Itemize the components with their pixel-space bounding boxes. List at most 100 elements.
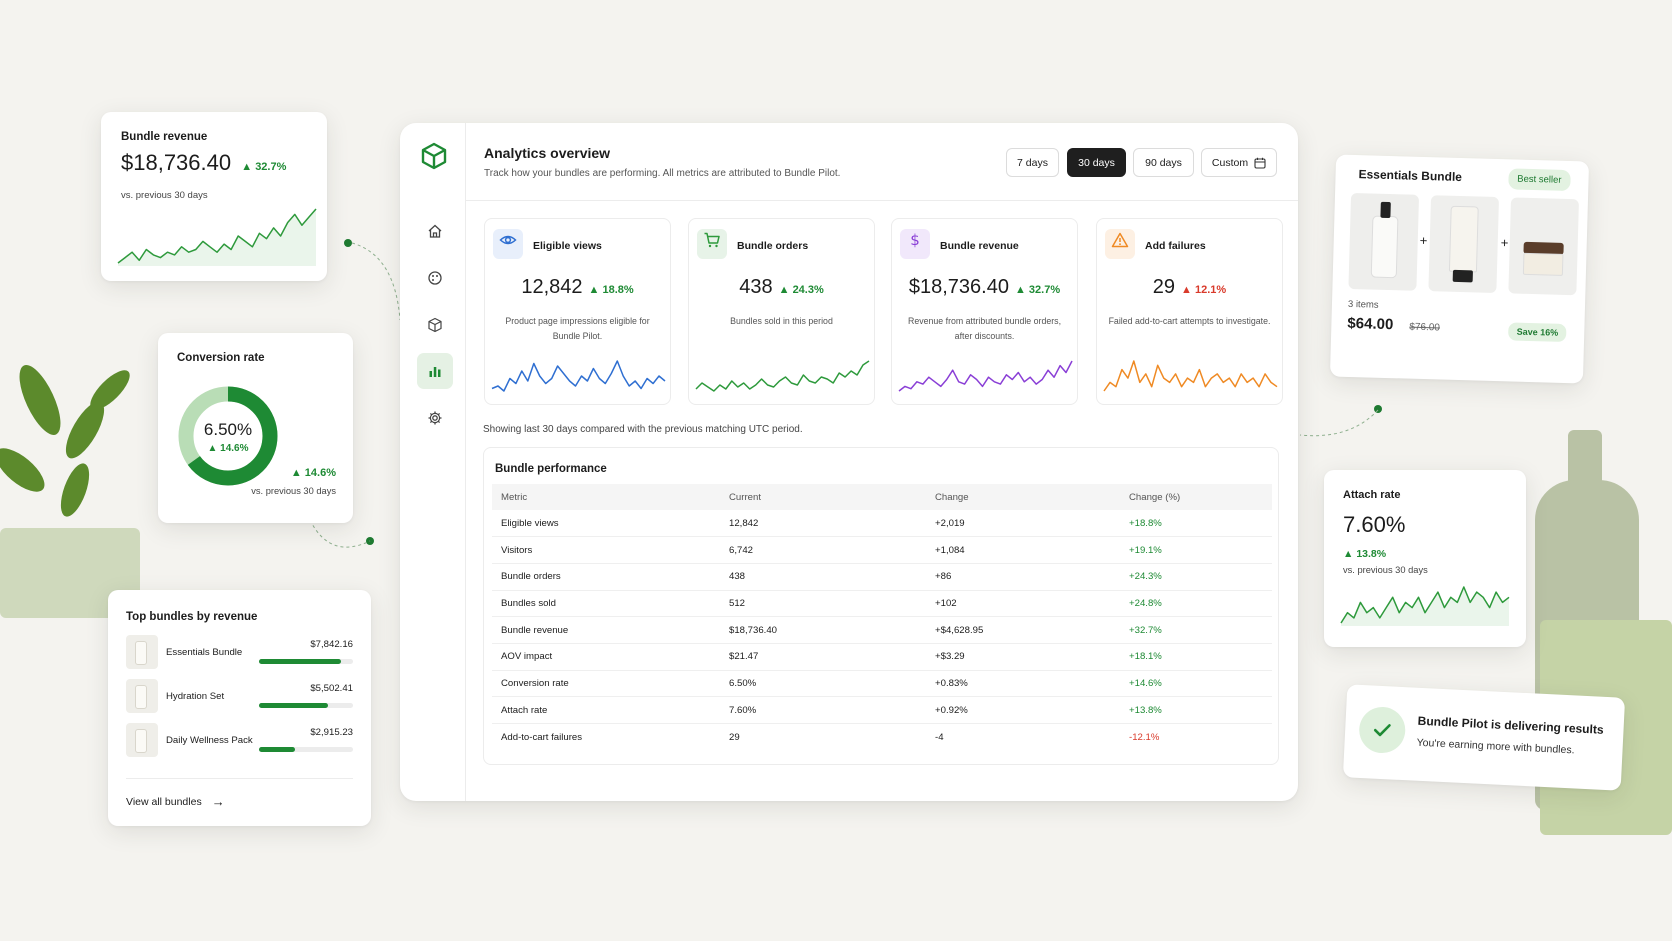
- nav-themes[interactable]: [417, 260, 453, 296]
- nav-settings[interactable]: [417, 400, 453, 436]
- bundle-revenue: $2,915.23: [310, 727, 353, 738]
- kpi-add-failures: Add failures 29 ▲ 12.1% Failed add-to-car…: [1096, 218, 1283, 405]
- card-change-value: 14.6%: [304, 467, 336, 479]
- change-cell: +$3.29: [926, 643, 1120, 671]
- revenue-bar-track: [259, 703, 353, 708]
- bundle-list-item[interactable]: Daily Wellness Pack $2,915.23: [126, 723, 353, 759]
- range-custom[interactable]: Custom: [1201, 148, 1277, 177]
- table-row: Bundles sold 512 +102 +24.8%: [492, 590, 1272, 618]
- nav-analytics[interactable]: [417, 353, 453, 389]
- kpi-value-row: 438 ▲ 24.3%: [689, 276, 874, 299]
- column-header[interactable]: Change: [926, 484, 1120, 510]
- column-header[interactable]: Change (%): [1120, 484, 1272, 510]
- kpi-label: Bundle revenue: [940, 240, 1019, 252]
- bundle-thumbnail: [126, 679, 158, 713]
- original-price: $76.00: [1409, 321, 1441, 334]
- kpi-icon-wrap: $: [900, 229, 930, 259]
- metric-cell: Add-to-cart failures: [501, 731, 583, 743]
- palette-icon: [428, 271, 442, 285]
- warning-icon: [1111, 232, 1129, 248]
- panel-title: Bundle performance: [495, 463, 607, 475]
- current-cell: 6,742: [720, 536, 926, 564]
- product-image-lotion: [1428, 195, 1500, 294]
- change-percent-cell: +18.1%: [1120, 643, 1272, 671]
- kpi-label: Bundle orders: [737, 240, 809, 252]
- dashboard-header: Analytics overview Track how your bundle…: [466, 123, 1298, 201]
- kpi-value: 29: [1152, 276, 1176, 298]
- kpi-value: $18,736.40: [908, 276, 1009, 298]
- nav-home[interactable]: [417, 213, 453, 249]
- side-rail: [400, 123, 466, 801]
- card-change: ▲ 32.7%: [241, 161, 287, 173]
- kpi-change-value: 32.7%: [1028, 284, 1061, 296]
- bundle-name: Essentials Bundle: [166, 647, 243, 658]
- bundle-title: Essentials Bundle: [1358, 167, 1463, 185]
- analytics-dashboard: Analytics overview Track how your bundle…: [400, 123, 1298, 801]
- cart-icon: [704, 232, 720, 248]
- serum-pump: [1380, 201, 1391, 219]
- table-row: Visitors 6,742 +1,084 +19.1%: [492, 536, 1272, 564]
- conversion-ring: [178, 386, 278, 486]
- plus-icon: +: [1419, 232, 1428, 249]
- bundle-performance-panel: Bundle performance Metric Current Change…: [483, 447, 1279, 765]
- plant-leaves: [0, 365, 130, 517]
- column-header[interactable]: Metric: [492, 484, 720, 510]
- change-percent-cell: +32.7%: [1120, 616, 1272, 644]
- toast-title: Bundle Pilot is delivering results: [1417, 713, 1604, 737]
- link-label: View all bundles: [126, 795, 202, 808]
- kpi-value-row: 12,842 ▲ 18.8%: [485, 276, 670, 299]
- home-icon: [428, 224, 442, 238]
- attach-rate-card: Attach rate 7.60% ▲ 13.8% vs. previous 3…: [1324, 470, 1526, 647]
- essentials-bundle-card[interactable]: Essentials Bundle Best seller + + 3 item…: [1329, 154, 1590, 384]
- bundle-thumbnail: [126, 723, 158, 757]
- range-90-days[interactable]: 90 days: [1133, 148, 1194, 177]
- page-title: Analytics overview: [484, 145, 611, 161]
- revenue-bar-track: [259, 659, 353, 664]
- range-label: Custom: [1211, 156, 1249, 169]
- kpi-sparkline: [491, 360, 666, 392]
- card-value: $18,736.40: [121, 150, 232, 175]
- range-label: 30 days: [1078, 156, 1115, 169]
- kpi-value-row: 29 ▲ 12.1%: [1097, 276, 1282, 299]
- bundle-revenue: $7,842.16: [310, 639, 353, 650]
- conversion-rate-card: Conversion rate 6.50% ▲ 14.6% ▲ 14.6% vs…: [158, 333, 353, 523]
- kpi-icon-wrap: [493, 229, 523, 259]
- thumb-product: [135, 641, 147, 665]
- bundle-list-item[interactable]: Essentials Bundle $7,842.16: [126, 635, 353, 671]
- card-title: Conversion rate: [177, 352, 265, 364]
- revenue-bar-fill: [259, 703, 328, 708]
- current-cell: 29: [729, 731, 740, 743]
- sparkline-line: [1340, 586, 1510, 624]
- metric-cell: AOV impact: [492, 643, 720, 671]
- range-7-days[interactable]: 7 days: [1006, 148, 1059, 177]
- bundle-list-item[interactable]: Hydration Set $5,502.41: [126, 679, 353, 715]
- kpi-value-row: $18,736.40 ▲ 32.7%: [892, 276, 1077, 299]
- table-row: Bundle revenue $18,736.40 +$4,628.95 +32.7%: [492, 616, 1272, 644]
- eye-icon: [499, 235, 517, 245]
- table-row: Add-to-cart failures 29 -4 -12.1%: [492, 724, 1272, 751]
- change-percent-cell: +19.1%: [1120, 536, 1272, 564]
- current-cell: 6.50%: [720, 670, 926, 698]
- revenue-bar-fill: [259, 659, 341, 664]
- current-cell: 438: [720, 563, 926, 591]
- serum-bottle: [1370, 215, 1399, 279]
- sparkline-line: [898, 360, 1073, 392]
- divider: [126, 778, 353, 779]
- ring-change: ▲ 14.6%: [207, 443, 249, 454]
- view-all-bundles-link[interactable]: View all bundles →: [126, 794, 225, 809]
- kpi-description: Revenue from attributed bundle orders, a…: [907, 316, 1062, 341]
- table-row: AOV impact $21.47 +$3.29 +18.1%: [492, 643, 1272, 671]
- sparkline-line: [695, 360, 870, 392]
- dollar-icon: $: [910, 231, 920, 249]
- range-30-days[interactable]: 30 days: [1067, 148, 1126, 177]
- change-cell: +$4,628.95: [926, 616, 1120, 644]
- success-toast: Bundle Pilot is delivering results You'r…: [1342, 684, 1626, 791]
- kpi-sparkline: [898, 360, 1073, 392]
- cream-jar: [1522, 252, 1564, 276]
- lotion-cap: [1452, 269, 1473, 283]
- column-header[interactable]: Current: [720, 484, 926, 510]
- kpi-bundle-orders: Bundle orders 438 ▲ 24.3% Bundles sold in…: [688, 218, 875, 405]
- revenue-bar-track: [259, 747, 353, 752]
- nav-bundles[interactable]: [417, 307, 453, 343]
- sparkline-line: [1103, 360, 1278, 392]
